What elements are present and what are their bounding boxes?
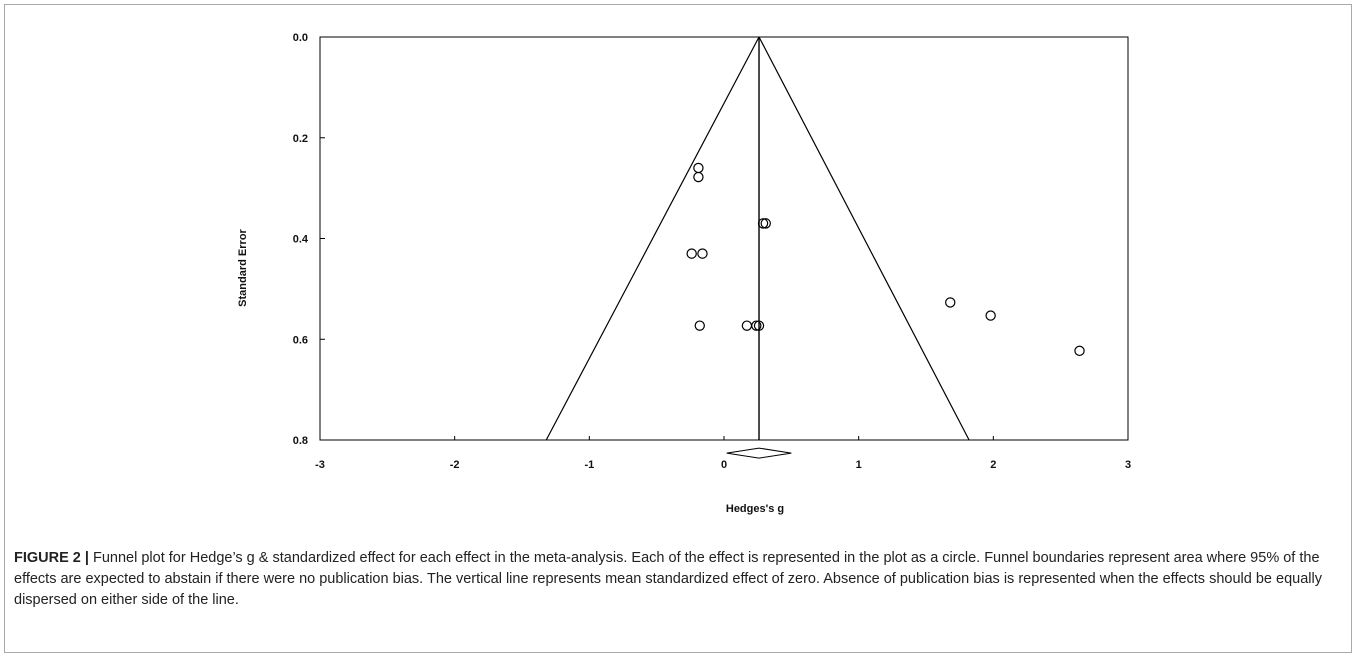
- study-point: [697, 248, 708, 259]
- study-point: [751, 320, 762, 331]
- x-tick-label: -3: [315, 459, 325, 471]
- study-point: [693, 171, 704, 183]
- y-axis-title: Standard Error: [237, 228, 249, 306]
- y-tick-label: 0.6: [293, 334, 308, 346]
- funnel-right-boundary: [758, 36, 970, 441]
- figure-frame: [4, 4, 1352, 653]
- study-point: [686, 248, 697, 259]
- study-point: [753, 320, 765, 331]
- y-tick-label: 0.0: [293, 32, 308, 44]
- y-tick-label: 0.8: [293, 435, 308, 447]
- y-tick-label: 0.4: [293, 234, 309, 246]
- x-tick-label: -1: [584, 459, 594, 471]
- study-point: [694, 320, 705, 331]
- study-point: [757, 218, 769, 229]
- study-point: [1074, 345, 1085, 357]
- funnel-left-boundary: [545, 36, 760, 441]
- x-tick-label: 1: [856, 459, 862, 471]
- figure-label: FIGURE 2 |: [14, 550, 89, 566]
- study-point: [760, 218, 771, 229]
- y-tick-label: 0.2: [293, 133, 308, 145]
- summary-effect-diamond: [726, 447, 792, 459]
- plot-area-border: [319, 36, 1129, 441]
- figure-caption-text: Funnel plot for Hedge’s g & standardized…: [14, 550, 1322, 608]
- x-tick-label: 2: [990, 459, 996, 471]
- figure-caption: FIGURE 2 | Funnel plot for Hedge’s g & s…: [14, 548, 1339, 611]
- funnel-plot: 0.0 0.2 0.4 0.6 0.8 -3 -2 -1 0 1 2 3 Standard Error…: [237, 32, 1131, 515]
- x-axis-title: Hedges's g: [726, 503, 784, 515]
- study-point: [985, 310, 996, 321]
- study-point: [693, 162, 704, 174]
- study-point: [945, 297, 956, 308]
- study-point: [741, 320, 753, 331]
- x-tick-label: -2: [450, 459, 460, 471]
- x-tick-label: 3: [1125, 459, 1131, 471]
- plot-layer: 0.0 0.2 0.4 0.6 0.8 -3 -2 -1 0 1 2 3: [293, 32, 1131, 471]
- x-tick-label: 0: [721, 459, 727, 471]
